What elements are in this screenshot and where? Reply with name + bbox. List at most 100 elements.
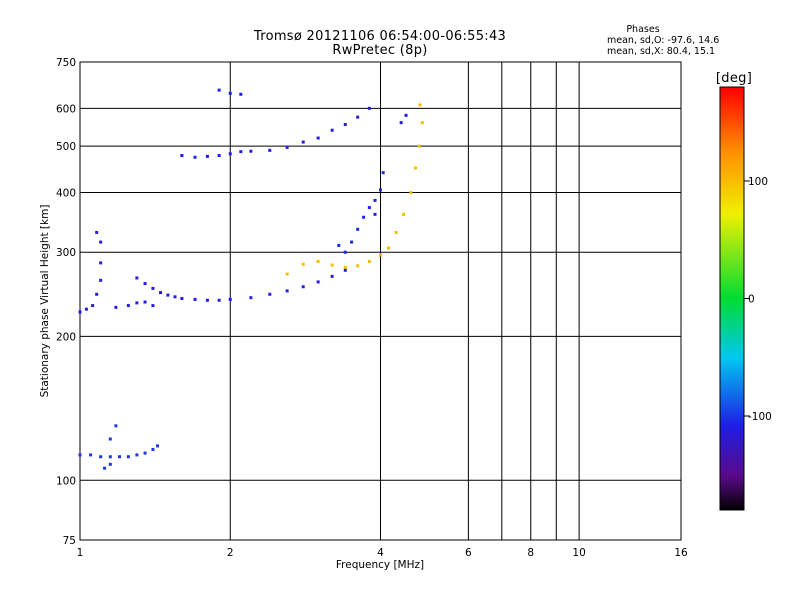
data-point bbox=[268, 148, 272, 152]
data-point bbox=[316, 259, 320, 263]
data-point bbox=[249, 149, 253, 153]
data-point bbox=[95, 292, 99, 296]
data-point bbox=[166, 293, 170, 297]
data-point bbox=[301, 140, 305, 144]
data-point bbox=[413, 166, 417, 170]
x-tick-label: 16 bbox=[674, 547, 688, 559]
data-point bbox=[99, 240, 103, 244]
data-point bbox=[228, 91, 232, 95]
stats-line-x: mean, sd,X: 80.4, 15.1 bbox=[607, 46, 715, 57]
data-point bbox=[343, 265, 347, 269]
data-point bbox=[159, 291, 163, 295]
data-point bbox=[173, 295, 177, 299]
data-point bbox=[143, 282, 147, 286]
data-point bbox=[135, 276, 139, 280]
x-tick-label: 6 bbox=[465, 547, 472, 559]
y-axis-ticks: 75 100 200 300 400 500 600 750 bbox=[56, 57, 76, 547]
y-tick-label: 75 bbox=[63, 535, 76, 547]
data-point bbox=[118, 455, 122, 459]
data-point bbox=[114, 424, 118, 428]
data-point bbox=[362, 215, 366, 219]
data-point bbox=[135, 453, 139, 457]
data-point bbox=[285, 272, 289, 276]
data-point bbox=[367, 206, 371, 210]
data-point bbox=[156, 444, 160, 448]
data-point bbox=[108, 455, 112, 459]
y-tick-label: 400 bbox=[56, 187, 76, 199]
data-point bbox=[330, 263, 334, 267]
data-point bbox=[367, 106, 371, 110]
data-point bbox=[126, 455, 130, 459]
y-tick-label: 100 bbox=[56, 475, 76, 487]
x-tick-label: 8 bbox=[527, 547, 534, 559]
colorbar-tick-label: -100 bbox=[748, 411, 772, 423]
data-point bbox=[301, 262, 305, 266]
data-point bbox=[193, 155, 197, 159]
data-point bbox=[217, 88, 221, 92]
data-point bbox=[373, 212, 377, 216]
data-point bbox=[143, 300, 147, 304]
data-point bbox=[356, 264, 360, 268]
data-point bbox=[108, 437, 112, 441]
colorbar-tick-label: 0 bbox=[748, 294, 755, 306]
data-point bbox=[151, 447, 155, 451]
colorbar-label: [deg] bbox=[716, 71, 752, 86]
colorbar-tick-label: 100 bbox=[748, 176, 768, 188]
data-point bbox=[89, 453, 93, 457]
data-point bbox=[350, 240, 354, 244]
data-point bbox=[386, 246, 390, 250]
data-point bbox=[180, 297, 184, 301]
data-point bbox=[285, 145, 289, 149]
x-tick-label: 10 bbox=[572, 547, 585, 559]
y-tick-label: 300 bbox=[56, 247, 76, 259]
data-point bbox=[95, 230, 99, 234]
data-point bbox=[126, 304, 130, 308]
data-point bbox=[343, 268, 347, 272]
data-point bbox=[420, 121, 424, 125]
data-point bbox=[356, 227, 360, 231]
y-axis-label: Stationary phase Virtual Height [km] bbox=[39, 205, 51, 398]
colorbar-ticks: 100 0 -100 bbox=[744, 176, 772, 423]
y-tick-label: 500 bbox=[56, 141, 76, 153]
stats-line-o: mean, sd,O: -97.6, 14.6 bbox=[607, 35, 719, 46]
data-point bbox=[205, 154, 209, 158]
y-tick-label: 200 bbox=[56, 331, 76, 343]
data-point bbox=[381, 171, 385, 175]
data-point bbox=[143, 451, 147, 455]
data-point bbox=[409, 190, 413, 194]
data-point bbox=[343, 250, 347, 254]
data-point bbox=[379, 188, 382, 192]
data-point bbox=[249, 296, 253, 300]
data-point bbox=[399, 121, 403, 125]
data-point bbox=[84, 307, 88, 311]
data-point bbox=[337, 243, 341, 247]
data-point bbox=[228, 152, 232, 156]
x-tick-label: 4 bbox=[377, 547, 384, 559]
y-tick-label: 600 bbox=[56, 103, 76, 115]
data-point bbox=[217, 154, 221, 158]
data-point bbox=[379, 253, 382, 257]
data-point bbox=[394, 230, 398, 234]
data-point bbox=[78, 453, 82, 457]
data-point bbox=[151, 286, 155, 290]
data-point bbox=[373, 198, 377, 202]
chart-subtitle: RwPretec (8p) bbox=[332, 43, 427, 58]
data-point bbox=[91, 304, 95, 308]
data-points bbox=[78, 88, 424, 470]
data-point bbox=[330, 274, 334, 278]
data-point bbox=[114, 305, 118, 309]
y-tick-label: 750 bbox=[56, 57, 76, 69]
data-point bbox=[301, 285, 305, 289]
data-point bbox=[417, 144, 421, 148]
data-point bbox=[135, 301, 139, 305]
data-point bbox=[367, 259, 371, 263]
data-point bbox=[103, 466, 107, 470]
data-point bbox=[239, 92, 243, 96]
data-point bbox=[239, 150, 243, 154]
x-axis-label: Frequency [MHz] bbox=[336, 559, 424, 571]
data-point bbox=[330, 128, 334, 132]
data-point bbox=[316, 136, 320, 140]
stats-heading: Phases bbox=[626, 24, 659, 35]
data-point bbox=[418, 103, 422, 107]
